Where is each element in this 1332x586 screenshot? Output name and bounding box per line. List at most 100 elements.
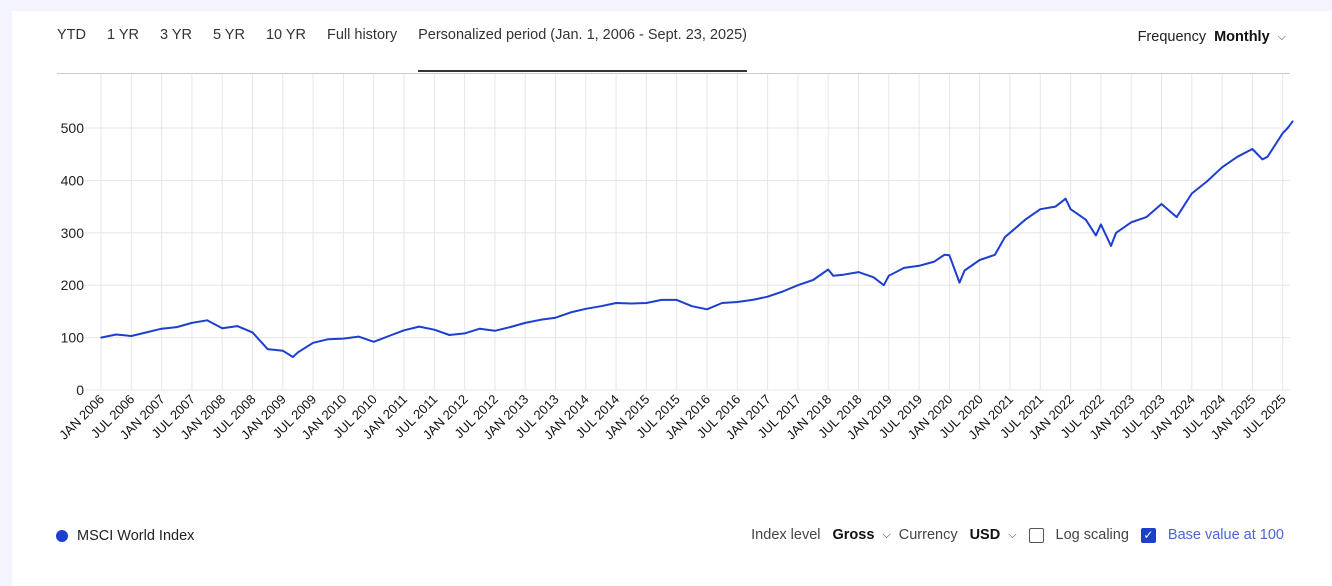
- base-value-checkbox[interactable]: ✓: [1140, 527, 1156, 543]
- data-point: [130, 335, 133, 337]
- data-point: [1115, 232, 1117, 234]
- data-point: [1024, 218, 1026, 221]
- data-point: [1064, 197, 1067, 200]
- data-point: [721, 302, 723, 304]
- legend-dot-icon: [56, 530, 68, 542]
- currency-select[interactable]: USD: [969, 527, 1001, 543]
- index-level-select[interactable]: Gross: [832, 527, 875, 543]
- data-point: [842, 273, 845, 276]
- data-point: [206, 319, 208, 322]
- data-point: [660, 299, 663, 301]
- log-scaling-label[interactable]: Log scaling: [1055, 527, 1129, 543]
- data-point: [1130, 221, 1132, 224]
- data-point: [509, 326, 511, 328]
- data-point: [1292, 120, 1294, 122]
- data-point: [948, 254, 951, 257]
- data-point: [372, 340, 375, 343]
- data-point: [933, 260, 936, 263]
- data-point: [418, 325, 420, 328]
- data-point: [1160, 203, 1163, 205]
- y-tick-label: 400: [61, 172, 85, 188]
- data-point: [494, 329, 496, 332]
- data-point: [100, 336, 102, 339]
- data-point: [1039, 208, 1042, 211]
- data-point: [357, 335, 360, 338]
- data-point: [175, 326, 178, 328]
- data-point: [251, 331, 254, 334]
- data-point: [888, 274, 890, 277]
- data-point: [342, 337, 345, 340]
- currency-label: Currency: [898, 527, 958, 543]
- data-point: [327, 338, 330, 340]
- tab-full-history[interactable]: Full history: [327, 27, 398, 43]
- data-point: [736, 301, 739, 303]
- data-point: [963, 269, 966, 272]
- y-tick-label: 200: [61, 277, 85, 293]
- tab-ytd[interactable]: YTD: [57, 27, 86, 43]
- data-point: [958, 281, 961, 284]
- tabs-divider: [57, 73, 1290, 74]
- y-tick-label: 300: [61, 225, 85, 241]
- data-point: [160, 327, 163, 330]
- chevron-down-icon[interactable]: ⌵: [1277, 30, 1286, 43]
- data-point: [292, 356, 294, 358]
- data-point: [1281, 132, 1284, 135]
- tab-1-yr[interactable]: 1 YR: [107, 27, 139, 43]
- data-point: [1221, 166, 1223, 169]
- frequency-value[interactable]: Monthly: [1214, 29, 1270, 45]
- data-point: [585, 307, 587, 310]
- frequency-selector[interactable]: Frequency Monthly ⌵: [1138, 29, 1286, 45]
- data-point: [115, 333, 117, 336]
- chart-panel: [12, 11, 1332, 586]
- data-point: [463, 332, 466, 335]
- data-point: [1175, 216, 1178, 218]
- y-tick-label: 0: [76, 382, 84, 398]
- y-tick-label: 100: [61, 330, 85, 346]
- data-point: [297, 351, 299, 354]
- data-point: [1110, 245, 1112, 247]
- data-point: [882, 284, 885, 287]
- tab-10-yr[interactable]: 10 YR: [265, 27, 306, 43]
- data-point: [1100, 223, 1102, 226]
- data-point: [478, 327, 481, 330]
- data-point: [1261, 158, 1264, 161]
- data-point: [236, 325, 239, 327]
- data-point: [524, 322, 526, 324]
- data-point: [615, 302, 617, 304]
- tab-personalized-period-jan-1-2006-sept-23-2025[interactable]: Personalized period (Jan. 1, 2006 - Sept…: [418, 27, 747, 72]
- data-point: [706, 308, 708, 311]
- chart-controls: Index level Gross ⌵ Currency USD ⌵ Log s…: [751, 527, 1284, 543]
- legend[interactable]: MSCI World Index: [56, 528, 194, 544]
- data-point: [857, 271, 860, 273]
- data-point: [645, 302, 648, 304]
- tab-5-yr[interactable]: 5 YR: [212, 27, 245, 43]
- series-line-msci-world-index: [100, 120, 1294, 358]
- data-point: [191, 322, 193, 324]
- log-scaling-checkbox[interactable]: [1028, 527, 1044, 543]
- data-point: [1251, 148, 1254, 150]
- index-level-label: Index level: [751, 527, 821, 543]
- data-point: [312, 342, 314, 344]
- data-point: [751, 299, 754, 301]
- chevron-down-icon[interactable]: ⌵: [1008, 528, 1017, 541]
- data-point: [1084, 218, 1087, 221]
- tab-3-yr[interactable]: 3 YR: [159, 27, 192, 43]
- base-value-label[interactable]: Base value at 100: [1167, 527, 1284, 543]
- data-point: [978, 259, 981, 261]
- data-point: [766, 295, 769, 298]
- data-point: [1095, 234, 1097, 237]
- data-point: [903, 267, 905, 269]
- data-point: [1206, 180, 1208, 183]
- frequency-label: Frequency: [1137, 29, 1207, 45]
- data-point: [943, 254, 946, 256]
- data-point: [1054, 205, 1057, 208]
- data-point: [1004, 236, 1006, 238]
- y-tick-label: 500: [61, 120, 85, 136]
- legend-label: MSCI World Index: [77, 528, 195, 544]
- data-point: [1009, 232, 1011, 234]
- data-point: [1191, 192, 1193, 195]
- chevron-down-icon[interactable]: ⌵: [882, 528, 891, 541]
- data-point: [675, 299, 678, 301]
- data-point: [1286, 127, 1289, 129]
